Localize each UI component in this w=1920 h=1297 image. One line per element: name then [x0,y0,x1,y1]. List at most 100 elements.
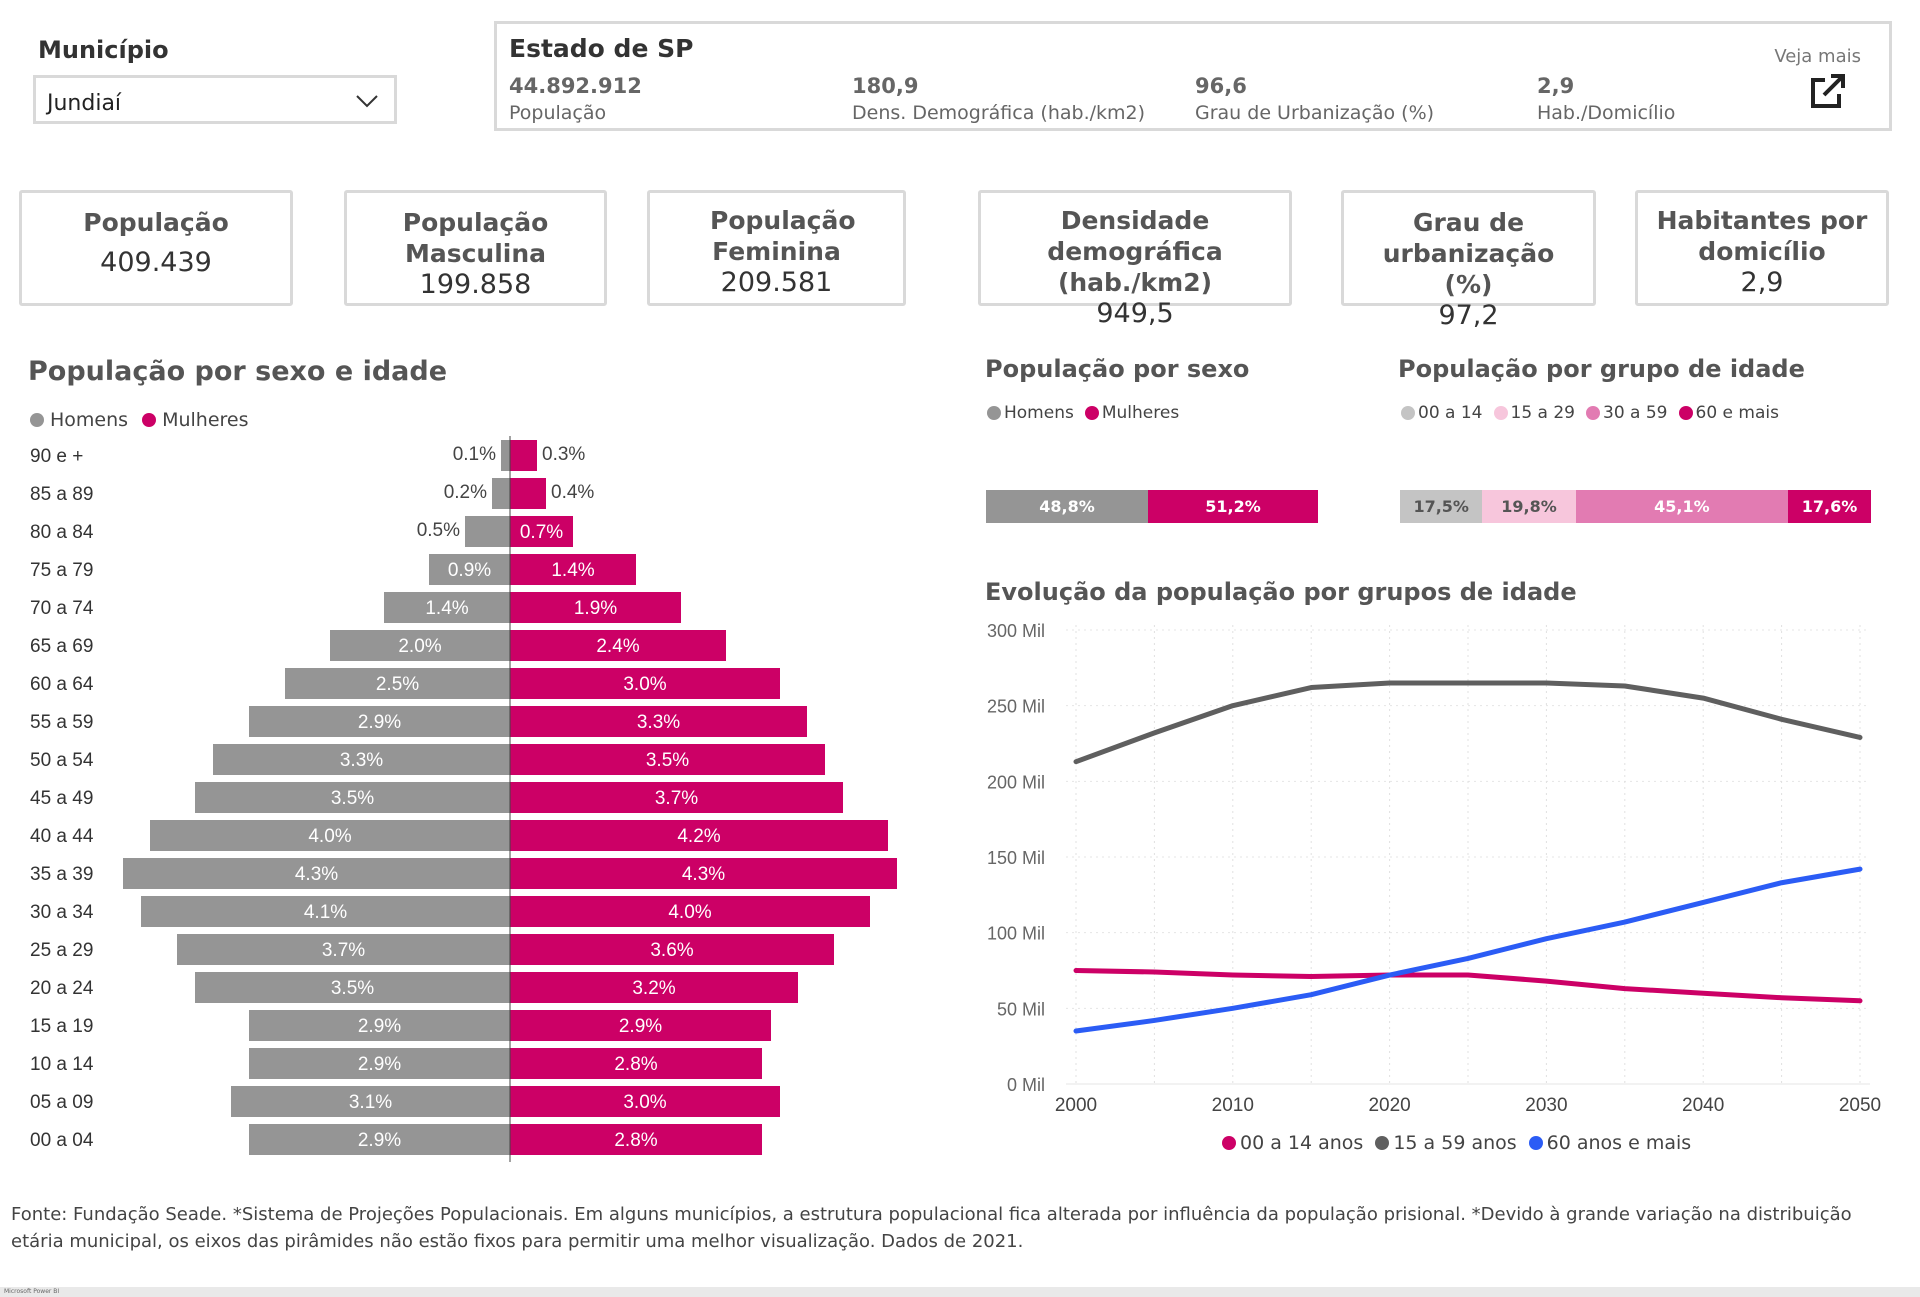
pyramid-label-homens: 3.5% [331,978,374,999]
legend-mulheres-marker [142,413,157,427]
external-link-icon[interactable] [1807,72,1847,112]
idade-title: População por grupo de idade [1398,355,1805,383]
pyramid-label-mulheres: 1.9% [574,598,617,619]
pyramid-label-mulheres: 3.0% [623,674,666,695]
pyramid-age-label: 60 a 64 [30,674,94,695]
estado-urbanizacao-label: Grau de Urbanização (%) [1195,102,1435,124]
pyramid-label-mulheres: 4.2% [677,826,720,847]
pyramid-age-label: 20 a 24 [30,978,94,999]
x-tick-label: 2020 [1368,1095,1410,1115]
pyramid-label-homens: 4.3% [295,864,338,885]
line-series-15-a-59-anos [1073,680,1863,765]
sexo-legend: Homens Mulheres [987,403,1179,423]
kpi-card-densidade: Densidade demográfica (hab./km2) 949,5 [978,190,1292,329]
pyramid-label-homens: 4.0% [308,826,351,847]
pyramid-label-mulheres: 3.3% [637,712,680,733]
kpi-card-populacao-masculina: População Masculina 199.858 [344,190,607,306]
municipio-dropdown[interactable]: Jundiaí [33,75,397,124]
pyramid-age-label: 35 a 39 [30,864,93,885]
pyramid-label-homens: 2.5% [376,674,419,695]
pyramid-bar-mulheres [510,706,807,737]
veja-mais-link[interactable]: Veja mais [1774,46,1861,67]
pyramid-bar-mulheres [510,478,546,509]
pyramid-age-label: 70 a 74 [30,598,94,619]
pyramid-age-label: 55 a 59 [30,712,93,733]
estado-summary-panel: Estado de SP 44.892.912 População 180,9 … [494,21,1892,131]
legend-00-14-anos-label: 00 a 14 anos [1240,1132,1364,1154]
y-tick-label: 200 Mil [987,772,1045,792]
taskbar-app-label: Microsoft Power BI [4,1288,60,1295]
estado-densidade-label: Dens. Demográfica (hab./km2) [852,102,1146,124]
pyramid-bar-homens [195,972,510,1003]
pyramid-label-mulheres: 4.3% [682,864,725,885]
pyramid-label-mulheres: 0.7% [520,522,563,543]
legend-homens-marker [30,413,44,427]
stacked-segment-0: 48,8% [986,490,1149,523]
sexo-stacked-bar: 48,8% 51,2% [986,490,1318,523]
legend-00-14-label: 00 a 14 [1418,403,1483,423]
pyramid-age-label: 90 e + [30,446,83,467]
pyramid-label-homens: 2.9% [358,712,401,733]
pyramid-label-homens: 2.9% [358,1016,401,1037]
pyramid-age-label: 10 a 14 [30,1054,94,1075]
pyramid-label-homens: 0.2% [444,482,487,503]
kpi-card-populacao: População 409.439 [19,190,293,306]
pyramid-label-homens: 1.4% [425,598,468,619]
pyramid-bar-mulheres [510,744,825,775]
stacked-segment-1: 51,2% [1148,490,1318,523]
pyramid-bar-mulheres [510,1010,771,1041]
estado-populacao-value: 44.892.912 [509,74,642,98]
kpi-card-urbanizacao: Grau de urbanização (%) 97,2 [1341,190,1596,331]
pyramid-bar-mulheres [510,972,798,1003]
pyramid-bar-homens [213,744,510,775]
source-footnote: Fonte: Fundação Seade. *Sistema de Proje… [11,1204,1852,1252]
estado-title: Estado de SP [509,34,694,63]
pyramid-bar-homens [501,440,510,471]
y-tick-label: 100 Mil [987,924,1045,944]
kpi-title: Densidade demográfica (hab./km2) [1047,206,1223,297]
pyramid-label-homens: 3.1% [349,1092,392,1113]
pyramid-label-homens: 0.1% [453,444,496,465]
legend-15-29-label: 15 a 29 [1510,403,1576,423]
idade-legend: 00 a 14 15 a 29 30 a 59 60 e mais [1401,403,1779,423]
pyramid-age-label: 65 a 69 [30,636,93,657]
pyramid-label-homens: 0.5% [417,520,460,541]
stacked-segment-2: 45,1% [1575,490,1789,523]
pyramid-legend: Homens Mulheres [30,409,249,431]
pyramid-age-label: 30 a 34 [30,902,94,923]
legend-homens-marker [987,406,1001,420]
pyramid-label-mulheres: 1.4% [551,560,594,581]
pyramid-label-mulheres: 2.9% [619,1016,662,1037]
legend-homens-label: Homens [1004,403,1074,423]
kpi-value: 199.858 [419,269,532,300]
pyramid-bar-homens [249,1010,510,1041]
pyramid-age-label: 85 a 89 [30,484,93,505]
kpi-value: 2,9 [1740,267,1784,298]
pyramid-bar-mulheres [510,820,888,851]
pyramid-age-label: 00 a 04 [30,1130,94,1151]
pyramid-label-mulheres: 2.8% [614,1130,657,1151]
legend-60-anos-mais-marker [1528,1136,1543,1150]
pyramid-age-label: 40 a 44 [30,826,94,847]
legend-60-anos-mais-label: 60 anos e mais [1546,1132,1692,1154]
legend-15-59-anos-marker [1375,1136,1390,1150]
kpi-title: Habitantes por domicílio [1656,206,1868,266]
kpi-card-populacao-feminina: População Feminina 209.581 [647,190,906,306]
pyramid-age-label: 50 a 54 [30,750,94,771]
pyramid-bar-mulheres [510,630,726,661]
pyramid-bar-mulheres [510,1048,762,1079]
kpi-title: População Feminina [710,206,856,266]
pyramid-label-homens: 2.0% [398,636,441,657]
pyramid-label-mulheres: 3.6% [650,940,693,961]
stacked-segment-1: 19,8% [1482,490,1576,523]
pyramid-bar-mulheres [510,516,573,547]
y-tick-label: 250 Mil [987,697,1045,717]
population-pyramid-chart: 90 e + 0.1% 0.3% 85 a 89 0.2% 0.4% 80 a 84 0.5%… [30,436,897,1162]
pyramid-age-label: 25 a 29 [30,940,93,961]
pyramid-bar-mulheres [510,440,537,471]
pyramid-label-mulheres: 3.7% [655,788,698,809]
pyramid-label-homens: 0.9% [448,560,491,581]
pyramid-age-label: 75 a 79 [30,560,93,581]
pyramid-bar-homens [429,554,510,585]
pyramid-bar-mulheres [510,858,897,889]
